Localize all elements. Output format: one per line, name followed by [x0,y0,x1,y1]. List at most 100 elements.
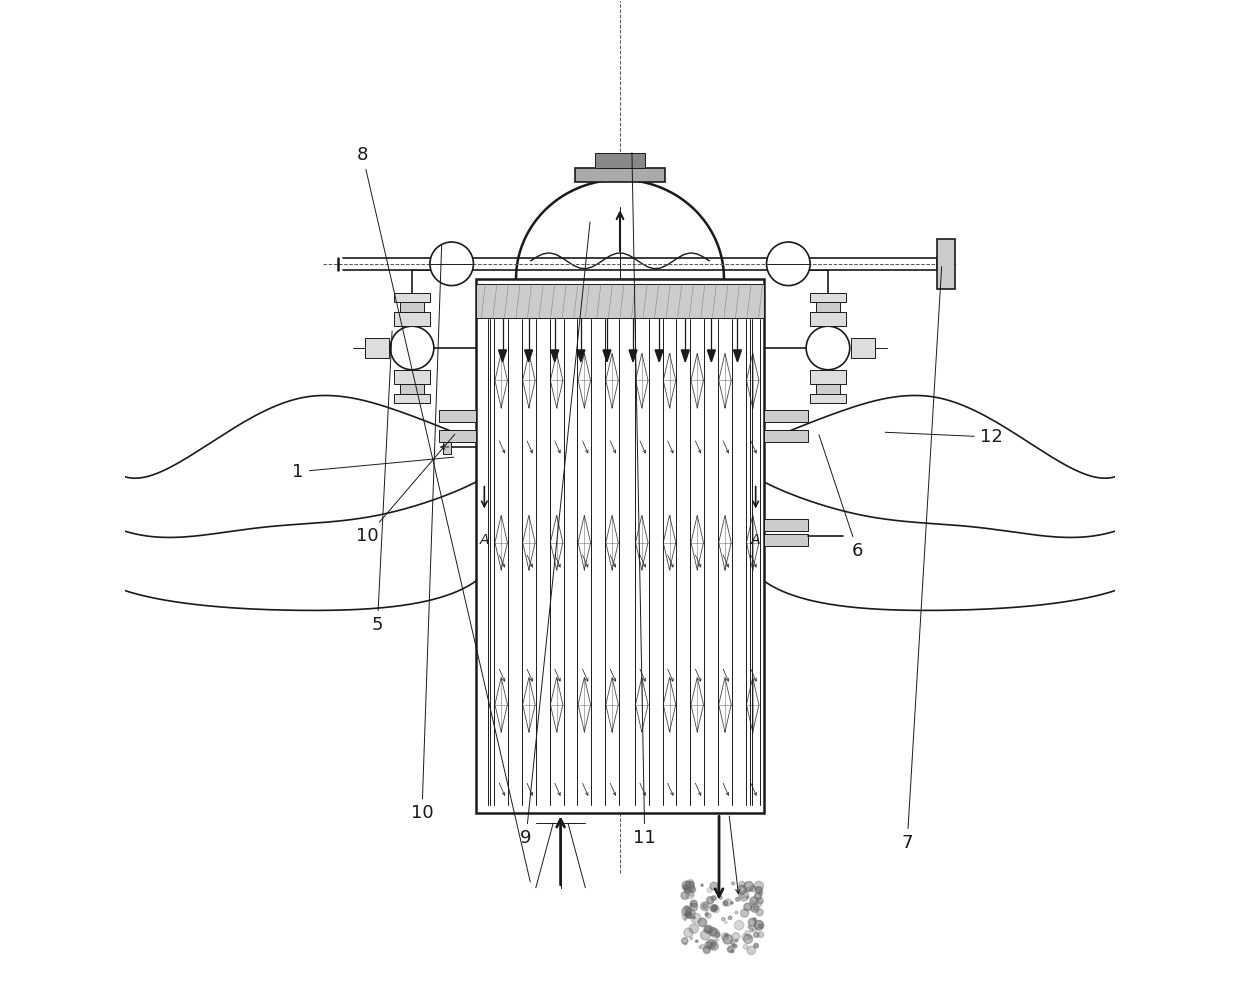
Bar [937,239,955,289]
Bar [764,410,808,422]
Circle shape [754,893,761,900]
Circle shape [749,919,756,926]
Circle shape [751,904,759,913]
Circle shape [745,896,749,899]
Polygon shape [734,350,742,361]
Circle shape [744,934,753,943]
Circle shape [750,928,754,931]
Bar [810,393,846,403]
Bar [764,534,808,546]
Circle shape [684,908,691,915]
Circle shape [691,904,693,906]
Circle shape [749,935,751,939]
Text: 11: 11 [632,153,656,847]
Circle shape [734,944,737,947]
Circle shape [711,905,717,912]
Polygon shape [525,350,533,361]
Bar [476,279,764,813]
Circle shape [732,950,734,952]
Circle shape [722,932,728,939]
Circle shape [750,886,756,892]
Circle shape [735,912,738,914]
Bar [365,338,389,357]
Bar [394,313,430,326]
Circle shape [745,930,750,936]
Bar [401,303,424,313]
Circle shape [691,914,701,922]
Bar [595,153,645,168]
Circle shape [706,913,708,916]
Circle shape [711,942,718,950]
Polygon shape [551,350,559,361]
Circle shape [754,943,759,948]
Circle shape [735,939,738,942]
Bar [816,383,839,393]
Circle shape [704,925,712,932]
Text: 5: 5 [372,331,392,635]
Circle shape [725,933,728,936]
Circle shape [713,906,719,913]
Circle shape [703,904,707,909]
Circle shape [759,923,763,928]
Circle shape [742,933,749,940]
Circle shape [712,896,717,901]
Bar [439,410,476,422]
Circle shape [706,913,712,919]
Polygon shape [498,350,506,361]
Circle shape [683,885,688,891]
Polygon shape [603,350,611,361]
Circle shape [707,888,712,893]
Circle shape [730,902,733,904]
Bar [764,519,808,531]
Circle shape [707,897,714,904]
Circle shape [732,932,740,940]
Circle shape [701,902,709,911]
Circle shape [683,928,693,937]
Circle shape [735,898,739,901]
Circle shape [703,946,711,953]
Circle shape [687,892,694,899]
Circle shape [682,937,688,944]
Circle shape [806,326,849,369]
Circle shape [682,881,691,890]
Text: 7: 7 [901,266,941,852]
Circle shape [753,926,758,931]
Circle shape [732,882,734,885]
Circle shape [711,882,718,890]
Text: A: A [751,533,760,547]
Circle shape [681,892,688,900]
Circle shape [730,940,735,944]
Bar [394,393,430,403]
Circle shape [686,912,692,919]
Circle shape [686,912,692,917]
Circle shape [732,943,734,946]
Polygon shape [629,350,637,361]
Circle shape [746,946,755,954]
Circle shape [717,888,719,891]
Circle shape [743,944,748,949]
Text: 10: 10 [410,245,441,822]
Circle shape [689,887,696,893]
Circle shape [712,905,718,911]
Circle shape [728,945,734,952]
Circle shape [754,921,764,930]
Circle shape [753,918,756,921]
Circle shape [688,881,693,886]
Circle shape [749,901,755,906]
Circle shape [756,909,763,916]
Circle shape [754,932,759,937]
Circle shape [703,946,711,954]
Circle shape [684,919,687,921]
Polygon shape [516,180,724,279]
Circle shape [706,925,713,933]
Circle shape [750,907,755,912]
Circle shape [701,884,703,887]
Circle shape [711,942,714,945]
Circle shape [754,881,764,891]
Text: 10: 10 [356,434,455,545]
Bar [851,338,875,357]
Bar [810,293,846,303]
Bar [439,430,476,442]
Circle shape [740,909,749,918]
Circle shape [728,946,733,952]
